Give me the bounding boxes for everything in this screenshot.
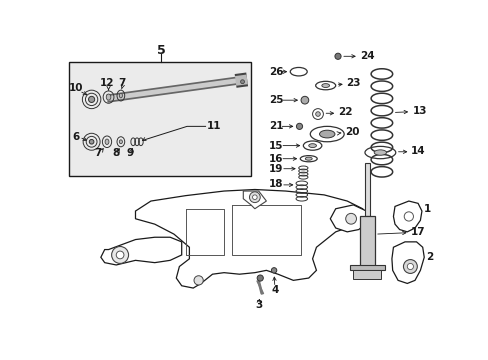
Text: 6: 6 xyxy=(72,132,80,142)
Text: 7: 7 xyxy=(94,148,101,158)
Text: 1: 1 xyxy=(423,204,430,214)
Polygon shape xyxy=(135,189,366,288)
Circle shape xyxy=(301,96,308,104)
Polygon shape xyxy=(101,237,182,265)
Text: 20: 20 xyxy=(344,127,359,137)
Circle shape xyxy=(89,139,94,144)
Circle shape xyxy=(252,195,257,199)
Text: 3: 3 xyxy=(255,300,262,310)
Circle shape xyxy=(407,264,413,270)
Text: 12: 12 xyxy=(100,78,114,88)
Text: 9: 9 xyxy=(126,148,133,158)
Text: 8: 8 xyxy=(112,148,120,158)
Bar xyxy=(364,163,369,216)
Ellipse shape xyxy=(119,140,122,144)
Ellipse shape xyxy=(105,139,109,144)
Text: 19: 19 xyxy=(268,164,283,174)
Circle shape xyxy=(257,275,263,281)
Ellipse shape xyxy=(119,93,122,98)
Circle shape xyxy=(296,123,302,130)
Text: 13: 13 xyxy=(412,106,427,116)
Bar xyxy=(68,62,250,176)
Circle shape xyxy=(345,213,356,224)
Circle shape xyxy=(194,276,203,285)
Text: 24: 24 xyxy=(360,51,374,61)
Text: 15: 15 xyxy=(268,141,283,150)
Circle shape xyxy=(111,247,128,264)
Text: 17: 17 xyxy=(410,227,425,237)
Text: 18: 18 xyxy=(268,179,283,189)
Circle shape xyxy=(88,96,95,103)
Text: 14: 14 xyxy=(410,146,425,156)
Circle shape xyxy=(271,267,276,273)
Circle shape xyxy=(116,251,123,259)
Text: 22: 22 xyxy=(337,108,352,117)
Circle shape xyxy=(334,53,341,59)
Ellipse shape xyxy=(308,144,316,148)
Ellipse shape xyxy=(373,150,386,155)
Text: 7: 7 xyxy=(119,78,126,88)
Ellipse shape xyxy=(305,157,311,160)
Ellipse shape xyxy=(106,94,111,100)
Text: 23: 23 xyxy=(346,78,360,88)
Text: 11: 11 xyxy=(207,121,221,131)
Polygon shape xyxy=(243,191,266,209)
Bar xyxy=(353,270,380,279)
Text: 2: 2 xyxy=(425,252,432,262)
Circle shape xyxy=(315,112,320,116)
Bar xyxy=(349,265,384,270)
Ellipse shape xyxy=(319,130,334,138)
Ellipse shape xyxy=(321,84,329,87)
Text: 10: 10 xyxy=(69,83,83,93)
Polygon shape xyxy=(391,242,424,283)
Text: 21: 21 xyxy=(268,121,283,131)
Text: 25: 25 xyxy=(268,95,283,105)
Polygon shape xyxy=(329,205,367,232)
Text: 26: 26 xyxy=(268,67,283,77)
Bar xyxy=(359,216,374,266)
Polygon shape xyxy=(393,201,421,232)
Circle shape xyxy=(240,80,244,84)
Text: 16: 16 xyxy=(268,154,283,164)
Circle shape xyxy=(249,192,260,203)
Text: 5: 5 xyxy=(156,44,165,57)
Circle shape xyxy=(403,260,416,274)
Text: 4: 4 xyxy=(271,285,278,294)
